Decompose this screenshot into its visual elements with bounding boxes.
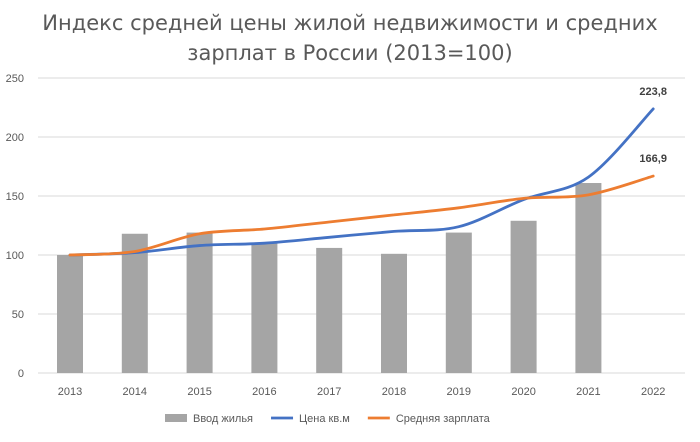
bar xyxy=(316,247,343,373)
bar xyxy=(445,232,472,373)
bar xyxy=(57,255,83,373)
x-tick-label: 2014 xyxy=(123,386,147,398)
chart-title-line-2: зарплат в России (2013=100) xyxy=(187,41,513,65)
bar xyxy=(186,232,213,373)
data-label: 166,9 xyxy=(639,153,667,165)
y-tick-label: 0 xyxy=(18,368,24,380)
x-tick-label: 2020 xyxy=(511,386,535,398)
bar xyxy=(510,220,537,373)
chart-title-line-1: Индекс средней цены жилой недвижимости и… xyxy=(42,11,658,35)
legend-label: Ввод жилья xyxy=(193,413,253,425)
x-tick-label: 2015 xyxy=(187,386,211,398)
bar xyxy=(381,253,407,373)
y-tick-label: 50 xyxy=(12,309,24,321)
y-tick-label: 150 xyxy=(6,191,24,203)
x-tick-label: 2022 xyxy=(641,386,665,398)
y-tick-label: 100 xyxy=(6,250,24,262)
x-tick-label: 2016 xyxy=(252,386,276,398)
x-tick-label: 2013 xyxy=(58,386,82,398)
data-label: 223,8 xyxy=(639,86,667,98)
legend-label: Средняя зарплата xyxy=(396,413,491,425)
x-tick-label: 2018 xyxy=(382,386,406,398)
y-tick-label: 200 xyxy=(6,132,24,144)
x-tick-label: 2021 xyxy=(576,386,600,398)
series-line xyxy=(68,107,655,257)
legend-swatch xyxy=(165,414,187,422)
x-tick-label: 2019 xyxy=(447,386,471,398)
chart-title: Индекс средней цены жилой недвижимости и… xyxy=(0,8,700,68)
legend-label: Цена кв.м xyxy=(299,413,350,425)
x-tick-label: 2017 xyxy=(317,386,341,398)
bar xyxy=(575,183,602,373)
bar xyxy=(251,243,278,373)
y-tick-label: 250 xyxy=(6,73,24,85)
series-line xyxy=(68,174,655,257)
bar xyxy=(121,233,148,373)
